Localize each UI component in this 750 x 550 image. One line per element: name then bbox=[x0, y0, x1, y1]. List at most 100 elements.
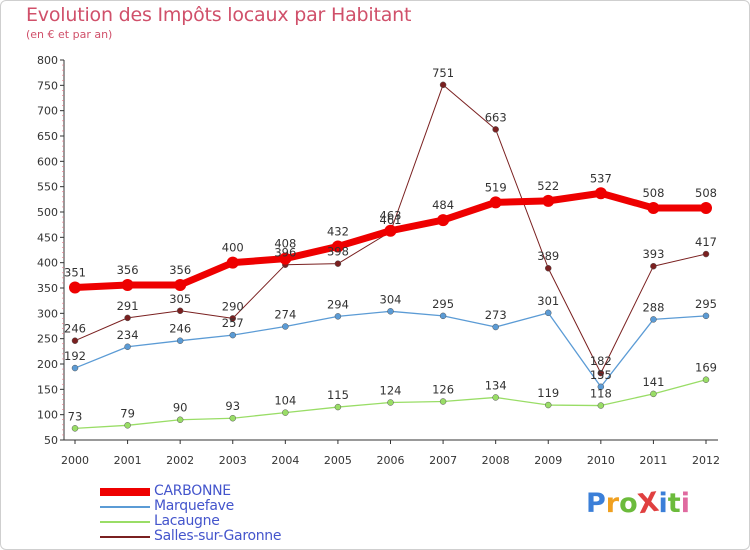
y-tick-label: 300 bbox=[37, 307, 58, 320]
y-tick-label: 500 bbox=[37, 206, 58, 219]
data-label-carbonne: 400 bbox=[222, 241, 244, 255]
logo-letter: i bbox=[658, 488, 668, 519]
data-label-salles-sur-garonne: 393 bbox=[642, 247, 664, 261]
data-label-marquefave: 257 bbox=[222, 316, 244, 330]
point-lacaugne bbox=[492, 394, 499, 401]
point-salles-sur-garonne bbox=[334, 260, 342, 267]
proxiti-logo: ProXiti bbox=[586, 487, 690, 521]
data-label-salles-sur-garonne: 291 bbox=[117, 299, 139, 313]
point-carbonne bbox=[489, 196, 502, 209]
point-marquefave bbox=[71, 364, 79, 372]
point-salles-sur-garonne bbox=[124, 314, 131, 322]
data-label-marquefave: 234 bbox=[117, 328, 139, 342]
data-label-marquefave: 273 bbox=[485, 308, 507, 322]
x-tick-label: 2011 bbox=[639, 454, 667, 467]
data-label-lacaugne: 169 bbox=[695, 361, 717, 375]
y-tick-label: 400 bbox=[37, 257, 58, 270]
data-label-lacaugne: 90 bbox=[173, 401, 188, 415]
y-tick-label: 550 bbox=[37, 181, 58, 194]
point-salles-sur-garonne bbox=[545, 264, 552, 272]
x-tick-label: 2006 bbox=[377, 454, 405, 467]
point-marquefave bbox=[702, 312, 710, 320]
point-salles-sur-garonne bbox=[176, 307, 184, 315]
chart-title: Evolution des Impôts locaux par Habitant bbox=[26, 4, 412, 26]
logo-letter: i bbox=[680, 488, 690, 519]
x-tick-label: 2005 bbox=[324, 454, 352, 467]
data-label-carbonne: 351 bbox=[64, 265, 86, 279]
y-tick-label: 700 bbox=[37, 105, 58, 118]
y-tick-label: 100 bbox=[37, 409, 58, 422]
x-tick-label: 2010 bbox=[587, 454, 615, 467]
chart-subtitle: (en € et par an) bbox=[26, 28, 113, 41]
axes: 50 100 150 200 250 300 350 400 450 500 550 600 650 70… bbox=[37, 54, 720, 467]
point-lacaugne bbox=[229, 414, 236, 422]
point-salles-sur-garonne bbox=[229, 315, 236, 322]
point-carbonne bbox=[331, 240, 344, 253]
point-marquefave bbox=[124, 343, 131, 351]
data-label-marquefave: 155 bbox=[590, 368, 612, 382]
data-label-marquefave: 246 bbox=[169, 322, 191, 336]
legend-label: Lacaugne bbox=[154, 513, 220, 529]
point-salles-sur-garonne bbox=[439, 81, 447, 89]
data-label-salles-sur-garonne: 398 bbox=[327, 245, 349, 259]
point-lacaugne bbox=[439, 398, 447, 405]
data-label-carbonne: 508 bbox=[642, 186, 664, 200]
data-label-lacaugne: 93 bbox=[225, 399, 240, 413]
point-salles-sur-garonne bbox=[702, 250, 710, 258]
logo-letter: r bbox=[605, 488, 620, 519]
data-label-marquefave: 295 bbox=[695, 297, 717, 311]
x-tick-label: 2008 bbox=[482, 454, 510, 467]
data-label-carbonne: 537 bbox=[590, 171, 612, 185]
data-label-marquefave: 304 bbox=[380, 292, 402, 306]
point-carbonne bbox=[542, 194, 555, 207]
point-lacaugne bbox=[545, 401, 552, 409]
data-label-salles-sur-garonne: 182 bbox=[590, 354, 612, 368]
point-carbonne bbox=[647, 201, 660, 214]
legend-label: CARBONNE bbox=[154, 483, 231, 499]
data-label-carbonne: 408 bbox=[274, 237, 296, 251]
point-lacaugne bbox=[650, 390, 657, 398]
point-lacaugne bbox=[124, 422, 131, 429]
data-label-marquefave: 274 bbox=[274, 308, 296, 322]
data-label-lacaugne: 115 bbox=[327, 388, 349, 402]
x-tick-label: 2009 bbox=[534, 454, 562, 467]
data-label-lacaugne: 73 bbox=[68, 409, 83, 423]
y-tick-label: 350 bbox=[37, 282, 58, 295]
data-label-marquefave: 295 bbox=[432, 297, 454, 311]
data-label-lacaugne: 104 bbox=[274, 394, 296, 408]
data-label-salles-sur-garonne: 396 bbox=[274, 246, 296, 260]
point-salles-sur-garonne bbox=[492, 126, 499, 133]
point-salles-sur-garonne bbox=[597, 369, 605, 377]
y-tick-label: 150 bbox=[37, 383, 58, 396]
data-label-lacaugne: 118 bbox=[590, 387, 612, 401]
point-marquefave bbox=[439, 312, 447, 320]
y-tick-label: 200 bbox=[37, 358, 58, 371]
point-marquefave bbox=[545, 309, 552, 317]
data-label-carbonne: 432 bbox=[327, 224, 349, 238]
point-salles-sur-garonne bbox=[650, 262, 657, 270]
data-label-salles-sur-garonne: 305 bbox=[169, 292, 191, 306]
data-label-salles-sur-garonne: 290 bbox=[222, 299, 244, 313]
point-marquefave bbox=[492, 323, 499, 331]
logo-letter: t bbox=[667, 488, 681, 519]
series-layer bbox=[69, 81, 712, 432]
point-marquefave bbox=[597, 383, 605, 391]
point-carbonne bbox=[437, 214, 450, 227]
point-lacaugne bbox=[702, 376, 710, 383]
x-tick-label: 2012 bbox=[692, 454, 720, 467]
y-tick-label: 450 bbox=[37, 231, 58, 244]
legend-label: Marquefave bbox=[154, 498, 234, 514]
legend-swatch bbox=[100, 506, 150, 508]
point-lacaugne bbox=[597, 402, 605, 409]
x-tick-label: 2002 bbox=[166, 454, 194, 467]
data-label-salles-sur-garonne: 417 bbox=[695, 235, 717, 249]
logo-letter: o bbox=[619, 488, 638, 519]
data-label-salles-sur-garonne: 246 bbox=[64, 322, 86, 336]
point-carbonne bbox=[700, 201, 712, 214]
point-lacaugne bbox=[334, 403, 342, 411]
logo-letter: P bbox=[586, 488, 606, 519]
data-label-lacaugne: 124 bbox=[380, 384, 402, 398]
data-label-carbonne: 356 bbox=[169, 263, 191, 277]
